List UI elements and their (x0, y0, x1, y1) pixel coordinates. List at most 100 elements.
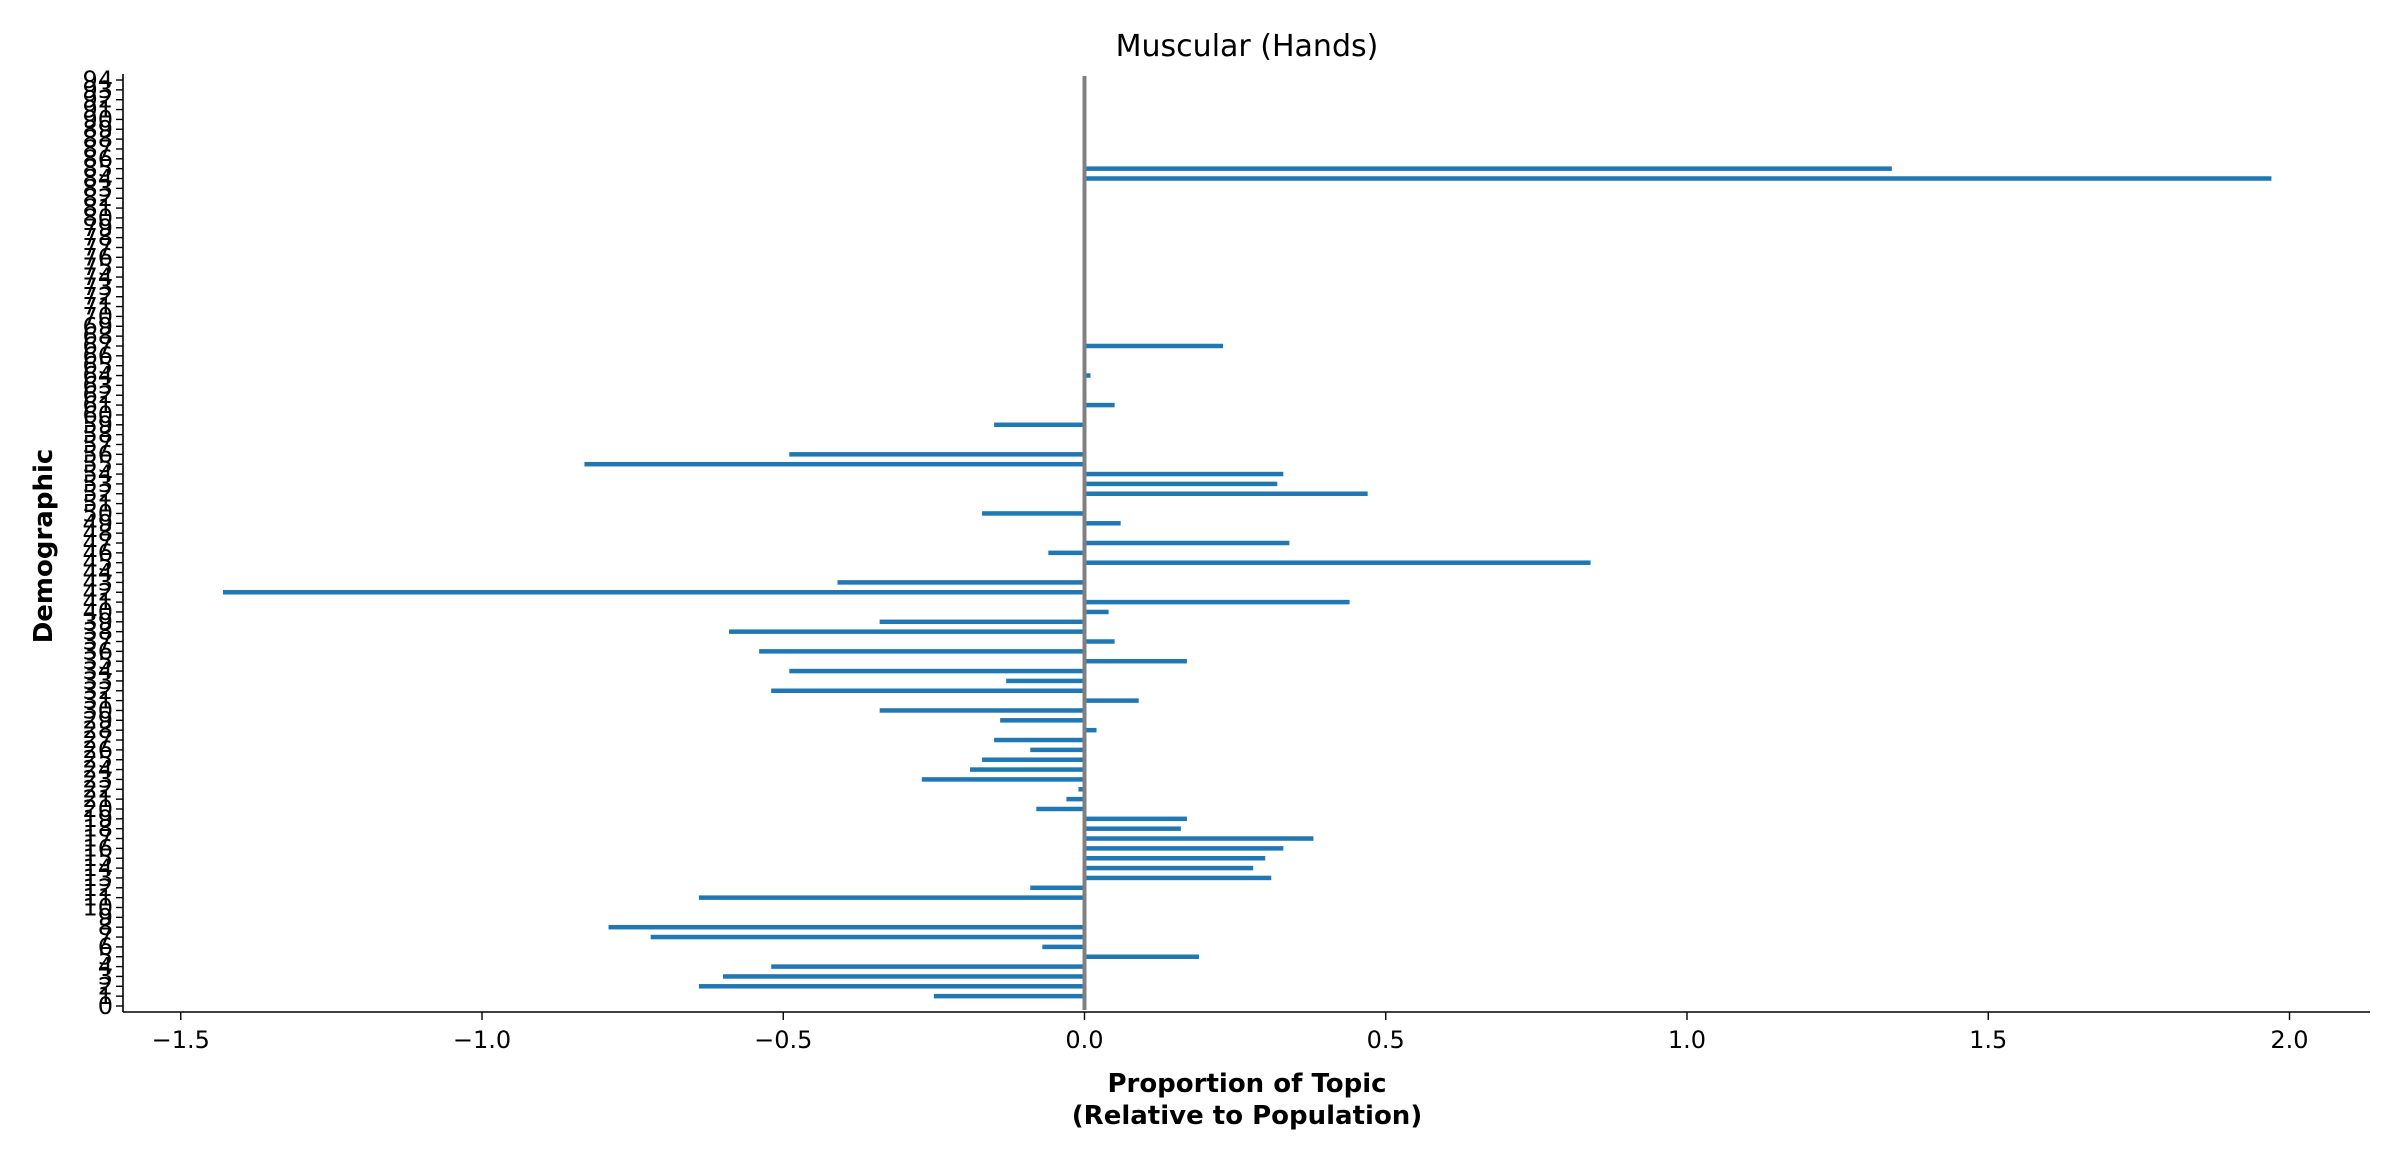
bar-85 (1084, 166, 1892, 171)
bar-84 (1084, 176, 2272, 181)
y-tick-label-7: 7 (98, 923, 113, 951)
bar-6 (1042, 944, 1085, 950)
bar-46 (1048, 550, 1085, 556)
bar-20 (1036, 806, 1085, 812)
bar-7 (650, 934, 1085, 940)
bar-52 (1084, 491, 1368, 496)
y-tick-label-37: 37 (82, 628, 113, 656)
y-tick-label-63: 63 (82, 371, 113, 399)
bar-54 (1084, 471, 1284, 477)
bar-5 (1084, 954, 1199, 959)
bar-25 (982, 757, 1085, 762)
y-tick-label-19: 19 (82, 805, 113, 833)
bar-64 (1084, 373, 1091, 378)
y-tick-label-15: 15 (82, 844, 113, 872)
y-tick-label-3: 3 (98, 962, 113, 990)
y-tick-label-30: 30 (82, 696, 113, 724)
bar-36 (759, 649, 1085, 654)
bar-8 (608, 924, 1085, 930)
y-tick-label-76: 76 (82, 243, 113, 271)
y-tick-label-54: 54 (82, 460, 113, 488)
y-tick-label-12: 12 (82, 874, 113, 902)
y-tick-label-91: 91 (82, 96, 113, 124)
x-tick-label-6: 1.5 (1969, 1026, 2007, 1054)
x-tick-label-4: 0.5 (1367, 1026, 1405, 1054)
bar-31 (1084, 698, 1139, 703)
y-tick-label-83: 83 (82, 174, 113, 202)
bar-47 (1084, 540, 1290, 546)
y-tick-label-11: 11 (82, 884, 113, 912)
bar-59 (994, 422, 1085, 428)
y-tick-label-10: 10 (82, 893, 113, 921)
bar-14 (1084, 865, 1254, 871)
y-tick-label-34: 34 (82, 657, 113, 685)
x-tick-label-2: −0.5 (754, 1026, 812, 1054)
y-tick-label-51: 51 (82, 490, 113, 518)
y-tick-label-16: 16 (82, 834, 113, 862)
y-tick-label-55: 55 (82, 450, 113, 478)
y-tick-label-88: 88 (82, 125, 113, 153)
bar-56 (789, 452, 1085, 457)
bar-15 (1084, 855, 1266, 861)
bar-19 (1084, 816, 1187, 822)
y-tick-label-64: 64 (82, 362, 113, 390)
y-tick-label-41: 41 (82, 588, 113, 616)
y-tick-label-75: 75 (82, 253, 113, 281)
bar-27 (994, 737, 1085, 743)
y-tick-label-74: 74 (82, 263, 113, 291)
bar-16 (1084, 846, 1284, 851)
y-tick-label-60: 60 (82, 401, 113, 429)
x-tick-label-1: −1.0 (453, 1026, 511, 1054)
y-tick-label-36: 36 (82, 637, 113, 665)
y-tick-label-94: 94 (82, 66, 113, 94)
bar-32 (771, 688, 1085, 694)
y-tick-label-65: 65 (82, 352, 113, 380)
bar-29 (1000, 718, 1085, 723)
y-tick-label-42: 42 (82, 578, 113, 606)
bar-45 (1084, 560, 1591, 565)
y-tick-label-22: 22 (82, 775, 113, 803)
x-tick-label-5: 1.0 (1668, 1026, 1706, 1054)
bar-21 (1066, 796, 1085, 802)
y-tick-label-85: 85 (82, 155, 113, 183)
bar-33 (1006, 678, 1085, 684)
bar-39 (879, 619, 1085, 625)
chart-title: Muscular (Hands) (1116, 29, 1379, 64)
bar-50 (982, 511, 1085, 516)
bar-38 (729, 629, 1085, 634)
bar-49 (1084, 521, 1121, 526)
y-tick-label-70: 70 (82, 302, 113, 330)
y-tick-label-90: 90 (82, 105, 113, 133)
bar-43 (837, 580, 1085, 585)
y-tick-label-5: 5 (98, 943, 113, 971)
y-tick-label-32: 32 (82, 677, 113, 705)
bar-28 (1084, 727, 1097, 733)
y-tick-label-17: 17 (82, 825, 113, 853)
y-tick-label-46: 46 (82, 539, 113, 567)
x-axis: −1.5 −1.0 −0.5 0.0 0.5 1.0 1.5 2.0 (123, 1011, 2370, 1054)
bar-61 (1084, 402, 1115, 408)
y-axis-title: Demographic (29, 449, 59, 644)
y-tick-label-59: 59 (82, 411, 113, 439)
bar-23 (921, 777, 1085, 782)
bars-layer (222, 166, 2272, 999)
y-tick-label-28: 28 (82, 716, 113, 744)
y-tick-label-56: 56 (82, 440, 113, 468)
y-tick-label-43: 43 (82, 568, 113, 596)
y-tick-label-79: 79 (82, 214, 113, 242)
bar-1 (933, 993, 1085, 999)
bar-3 (723, 974, 1085, 979)
y-tick-label-14: 14 (82, 854, 113, 882)
y-tick-label-52: 52 (82, 480, 113, 508)
bar-11 (698, 895, 1085, 900)
bar-55 (584, 461, 1085, 467)
y-tick-label-92: 92 (82, 86, 113, 114)
y-tick-label-87: 87 (82, 135, 113, 163)
bar-42 (222, 590, 1085, 595)
y-tick-label-39: 39 (82, 608, 113, 636)
y-tick-label-61: 61 (82, 391, 113, 419)
y-tick-label-13: 13 (82, 864, 113, 892)
y-tick-label-57: 57 (82, 430, 113, 458)
y-tick-label-68: 68 (82, 322, 113, 350)
